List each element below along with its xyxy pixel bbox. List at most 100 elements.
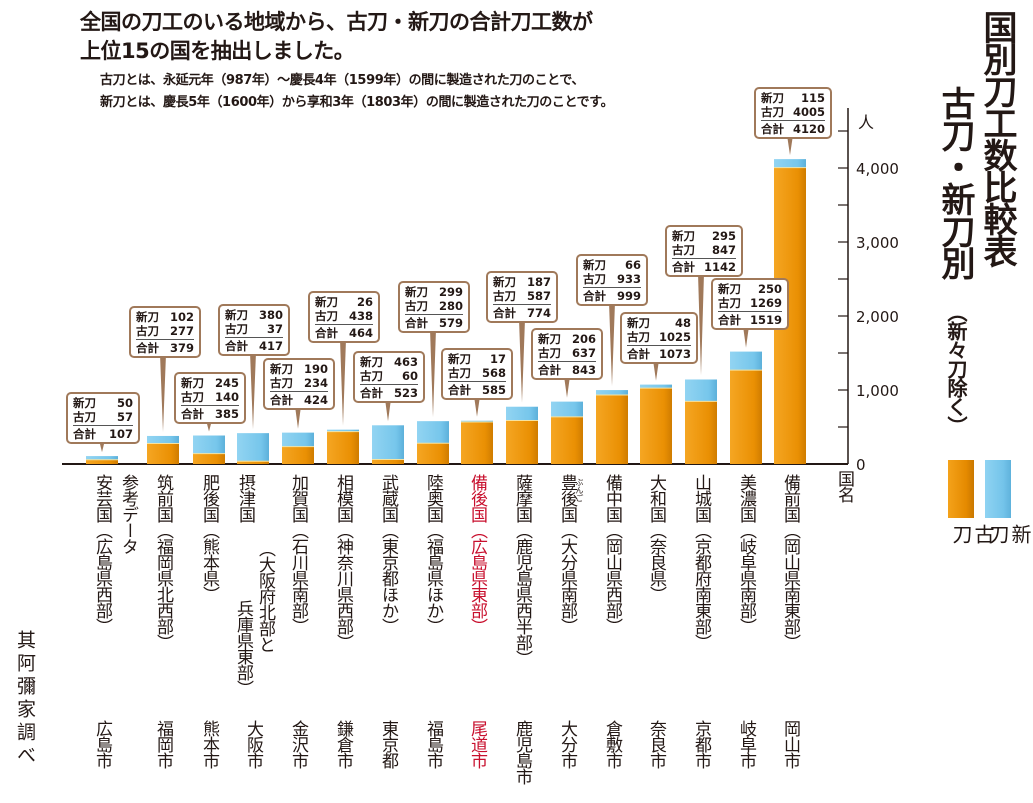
callout-shinto-value: 299	[438, 285, 463, 299]
bar-shinto	[237, 433, 269, 462]
x-label-country-line2: （大阪府北部と	[255, 540, 275, 652]
legend: 古刀 新刀	[946, 460, 1032, 544]
callout-total-value: 424	[303, 393, 328, 407]
callout-koto-label: 古刀	[181, 390, 204, 404]
callout-koto-value: 140	[214, 390, 239, 404]
x-label-city: 広島市	[92, 720, 112, 768]
callout-koto-label: 古刀	[627, 330, 650, 344]
callout-koto-value: 933	[616, 272, 641, 286]
callout-total-value: 107	[108, 427, 133, 441]
callout-koto-label: 古刀	[718, 296, 741, 310]
callout-shinto-row: 新刀 187	[493, 275, 551, 289]
x-label-country: 備前国（岡山県南東部）	[780, 474, 800, 650]
callout-shinto-row: 新刀 380	[225, 308, 283, 322]
data-callout: 新刀 187 古刀 587 合計 774	[486, 271, 558, 323]
bar-koto	[327, 431, 359, 464]
callout-shinto-value: 295	[711, 229, 736, 243]
callout-total-value: 585	[481, 383, 506, 397]
callout-total-row: 合計 417	[225, 337, 283, 353]
callout-total-label: 合計	[181, 407, 204, 421]
callout-shinto-value: 187	[526, 275, 551, 289]
bar-koto	[640, 388, 672, 464]
callout-koto-value: 234	[303, 376, 328, 390]
bar-koto	[596, 394, 628, 464]
chart-title-sub: 古刀・新刀別	[935, 86, 975, 278]
callout-total-value: 464	[348, 326, 373, 340]
bar-koto	[551, 416, 583, 464]
callout-koto-row: 古刀 280	[405, 299, 463, 313]
bar-shinto	[86, 456, 118, 460]
x-label-city: 金沢市	[288, 720, 308, 768]
callout-shinto-row: 新刀 245	[181, 376, 239, 390]
x-label-city: 倉敷市	[602, 720, 622, 768]
callout-shinto-value: 48	[674, 316, 691, 330]
callout-total-row: 合計 464	[315, 324, 373, 340]
bar-shinto	[774, 159, 806, 168]
callout-total-label: 合計	[493, 306, 516, 320]
callout-shinto-row: 新刀 48	[627, 316, 691, 330]
bar-shinto	[551, 401, 583, 417]
data-callout: 新刀 299 古刀 280 合計 579	[398, 281, 470, 333]
x-axis-title: 国名	[834, 470, 854, 502]
callout-koto-value: 277	[169, 324, 194, 338]
callout-koto-value: 57	[116, 410, 133, 424]
x-label-city: 鹿児島市	[512, 720, 532, 784]
callout-pointer	[340, 339, 346, 426]
callout-total-value: 1519	[749, 313, 782, 327]
callout-total-row: 合計 424	[270, 391, 328, 407]
callout-koto-label: 古刀	[672, 243, 695, 257]
callout-shinto-label: 新刀	[405, 285, 428, 299]
callout-pointer	[295, 406, 301, 429]
callout-total-row: 合計 385	[181, 405, 239, 421]
callout-koto-label: 古刀	[493, 289, 516, 303]
callout-shinto-label: 新刀	[583, 258, 606, 272]
callout-shinto-label: 新刀	[73, 396, 96, 410]
x-label-city: 岐阜市	[736, 720, 756, 768]
callout-shinto-value: 190	[303, 362, 328, 376]
bar-shinto	[640, 384, 672, 389]
callout-koto-value: 1025	[658, 330, 691, 344]
x-label-city: 尾道市	[467, 720, 487, 768]
callout-shinto-label: 新刀	[181, 376, 204, 390]
bar-koto	[506, 420, 538, 464]
legend-swatch-koto	[948, 460, 974, 518]
callout-total-value: 1142	[703, 260, 736, 274]
y-tick-label: 1,000	[856, 382, 899, 400]
callout-shinto-value: 115	[800, 91, 825, 105]
bar-shinto	[417, 421, 449, 444]
callout-shinto-label: 新刀	[761, 91, 784, 105]
x-label-country: 筑前国（福岡県北西部）	[153, 474, 173, 650]
callout-total-label: 合計	[136, 341, 159, 355]
callout-pointer	[250, 352, 256, 430]
data-callout: 新刀 50 古刀 57 合計 107	[66, 392, 140, 444]
callout-shinto-row: 新刀 295	[672, 229, 736, 243]
callout-shinto-row: 新刀 66	[583, 258, 641, 272]
bar-koto	[372, 459, 404, 464]
callout-koto-row: 古刀 1025	[627, 330, 691, 344]
x-label-country: 山城国（京都府南東部）	[691, 474, 711, 650]
x-label-country: 安芸国（広島県西部）	[92, 474, 112, 634]
callout-total-value: 1073	[658, 347, 691, 361]
callout-total-value: 523	[393, 386, 418, 400]
legend-swatch-shinto	[985, 460, 1011, 518]
data-callout: 新刀 250 古刀 1269 合計 1519	[711, 278, 789, 330]
callout-koto-row: 古刀 847	[672, 243, 736, 257]
callout-koto-value: 60	[401, 369, 418, 383]
bar-shinto	[147, 435, 179, 444]
bar-shinto	[193, 435, 225, 454]
lead-text-line2: 上位15の国を抽出しました。	[80, 39, 355, 63]
callout-total-row: 合計 999	[583, 287, 641, 303]
callout-total-row: 合計 579	[405, 314, 463, 330]
callout-koto-label: 古刀	[405, 299, 428, 313]
callout-pointer	[430, 329, 436, 418]
callout-total-row: 合計 4120	[761, 120, 825, 136]
x-label-country: 相模国（神奈川県西部）	[333, 474, 353, 650]
data-callout: 新刀 26 古刀 438 合計 464	[308, 291, 380, 343]
y-tick-label: 2,000	[856, 308, 899, 326]
callout-pointer	[743, 326, 749, 348]
bar-shinto	[730, 351, 762, 371]
callout-total-label: 合計	[270, 393, 293, 407]
callout-total-label: 合計	[360, 386, 383, 400]
callout-total-value: 774	[526, 306, 551, 320]
callout-koto-value: 280	[438, 299, 463, 313]
